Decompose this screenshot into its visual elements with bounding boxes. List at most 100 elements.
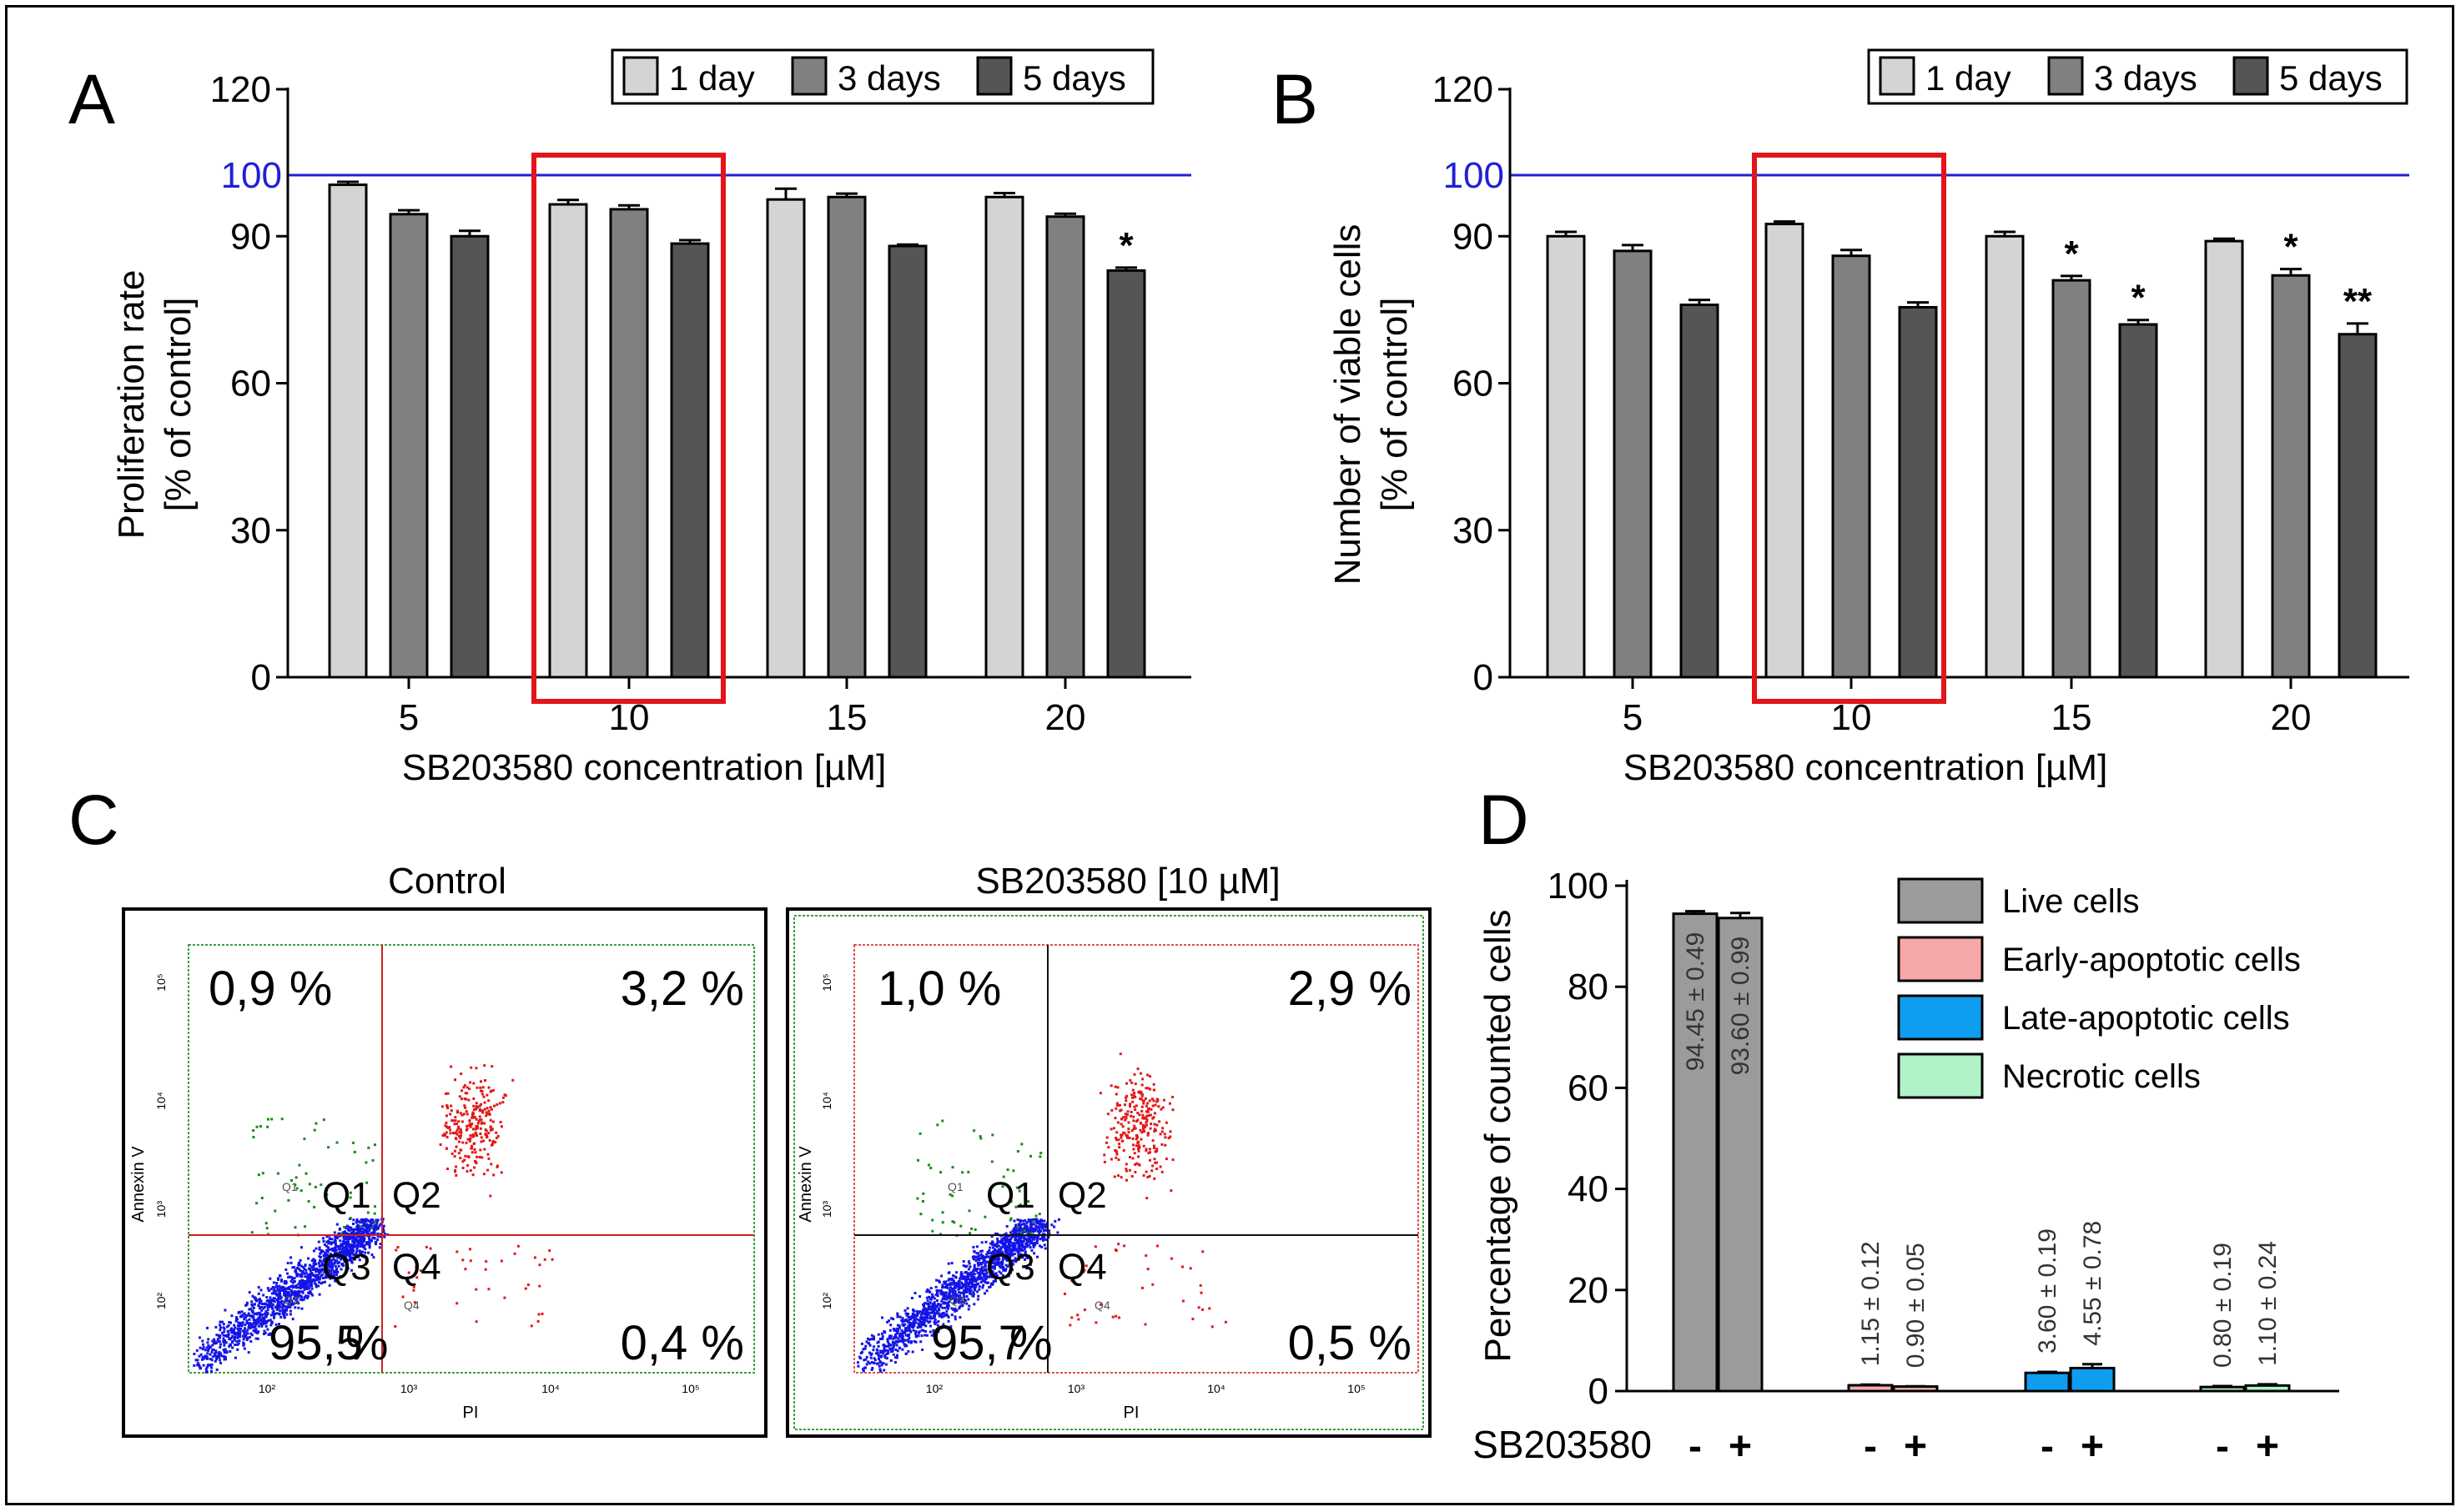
event-dot bbox=[457, 1140, 460, 1143]
event-dot bbox=[377, 1226, 380, 1229]
event-dot bbox=[1137, 1144, 1140, 1148]
event-dot bbox=[999, 1247, 1003, 1250]
event-dot bbox=[348, 1229, 351, 1233]
event-dot bbox=[1009, 1218, 1012, 1222]
event-dot bbox=[987, 1281, 989, 1284]
event-dot bbox=[1117, 1174, 1120, 1178]
event-dot bbox=[1006, 1168, 1009, 1172]
event-dot bbox=[229, 1337, 233, 1339]
event-dot bbox=[889, 1350, 893, 1354]
event-dot bbox=[912, 1316, 915, 1319]
event-dot bbox=[1076, 1314, 1080, 1317]
event-dot bbox=[958, 1297, 961, 1300]
event-dot bbox=[258, 1311, 261, 1314]
event-dot bbox=[872, 1349, 875, 1352]
event-dot bbox=[993, 1252, 996, 1255]
event-dot bbox=[994, 1272, 998, 1275]
event-dot bbox=[907, 1319, 910, 1323]
event-dot bbox=[317, 1240, 320, 1243]
event-dot bbox=[310, 1278, 314, 1282]
event-dot bbox=[991, 1243, 994, 1246]
event-dot bbox=[513, 1252, 516, 1255]
event-dot bbox=[950, 1297, 954, 1300]
event-dot bbox=[291, 1266, 294, 1269]
event-dot bbox=[324, 1258, 327, 1261]
event-dot bbox=[262, 1307, 265, 1310]
event-dot bbox=[1125, 1163, 1128, 1166]
panel-b-legend-swatch-5days bbox=[2232, 56, 2269, 96]
event-dot bbox=[444, 1133, 447, 1137]
event-dot bbox=[947, 1307, 950, 1310]
event-dot bbox=[967, 1268, 970, 1271]
event-dot bbox=[314, 1258, 317, 1262]
event-dot bbox=[315, 1263, 318, 1266]
event-dot bbox=[991, 1240, 994, 1243]
event-dot bbox=[904, 1339, 908, 1342]
event-dot bbox=[477, 1120, 481, 1123]
event-dot bbox=[236, 1334, 239, 1338]
event-dot bbox=[1147, 1107, 1150, 1110]
event-dot bbox=[941, 1221, 944, 1224]
event-dot bbox=[455, 1145, 458, 1148]
event-dot bbox=[1140, 1105, 1144, 1108]
event-dot bbox=[964, 1271, 968, 1274]
event-dot bbox=[1031, 1220, 1034, 1223]
event-dot bbox=[1010, 1248, 1014, 1252]
event-dot bbox=[912, 1326, 914, 1329]
event-dot bbox=[260, 1309, 264, 1312]
event-dot bbox=[302, 1283, 305, 1286]
event-dot bbox=[950, 1307, 954, 1310]
flow-treated-q3-unit: % bbox=[1009, 1316, 1053, 1370]
event-dot bbox=[480, 1103, 483, 1106]
event-dot bbox=[877, 1353, 880, 1356]
event-dot bbox=[1012, 1259, 1015, 1263]
event-dot bbox=[926, 1316, 929, 1319]
panel-b-ylabel-line1: Number of viable cells bbox=[1327, 224, 1368, 585]
event-dot bbox=[934, 1318, 937, 1321]
event-dot bbox=[254, 1319, 258, 1322]
event-dot bbox=[245, 1319, 249, 1323]
event-dot bbox=[214, 1359, 217, 1363]
event-dot bbox=[258, 1298, 261, 1301]
event-dot bbox=[1035, 1242, 1039, 1245]
event-dot bbox=[245, 1322, 249, 1324]
event-dot bbox=[276, 1299, 279, 1302]
event-dot bbox=[236, 1343, 239, 1346]
event-dot bbox=[1039, 1218, 1043, 1222]
event-dot bbox=[283, 1293, 286, 1297]
event-dot bbox=[919, 1340, 923, 1344]
event-dot bbox=[295, 1187, 299, 1190]
event-dot bbox=[933, 1309, 935, 1311]
event-dot bbox=[922, 1310, 925, 1313]
event-dot bbox=[1127, 1128, 1130, 1131]
event-dot bbox=[949, 1325, 953, 1329]
event-dot bbox=[913, 1314, 916, 1316]
event-dot bbox=[1009, 1271, 1013, 1274]
event-dot bbox=[1036, 1255, 1039, 1258]
event-dot bbox=[921, 1316, 924, 1319]
event-dot bbox=[219, 1340, 221, 1344]
event-dot bbox=[194, 1359, 198, 1362]
event-dot bbox=[1125, 1082, 1128, 1085]
event-dot bbox=[867, 1337, 869, 1340]
event-dot bbox=[454, 1116, 457, 1119]
event-dot bbox=[279, 1278, 283, 1282]
event-dot bbox=[1024, 1227, 1026, 1229]
event-dot bbox=[311, 1268, 315, 1271]
event-dot bbox=[1134, 1127, 1137, 1130]
event-dot bbox=[1125, 1134, 1128, 1138]
flow-treated-events bbox=[857, 1052, 1227, 1373]
event-dot bbox=[217, 1339, 220, 1343]
event-dot bbox=[1145, 1121, 1148, 1124]
treatment-sign: - bbox=[2216, 1424, 2229, 1469]
event-dot bbox=[313, 1128, 316, 1132]
event-dot bbox=[481, 1111, 485, 1114]
event-dot bbox=[343, 1236, 346, 1239]
flow-control-xlabel: PI bbox=[463, 1404, 479, 1422]
event-dot bbox=[358, 1235, 361, 1238]
event-dot bbox=[966, 1287, 969, 1290]
event-dot bbox=[242, 1338, 245, 1341]
event-dot bbox=[927, 1304, 930, 1307]
event-dot bbox=[355, 1237, 358, 1240]
event-dot bbox=[345, 1232, 348, 1235]
